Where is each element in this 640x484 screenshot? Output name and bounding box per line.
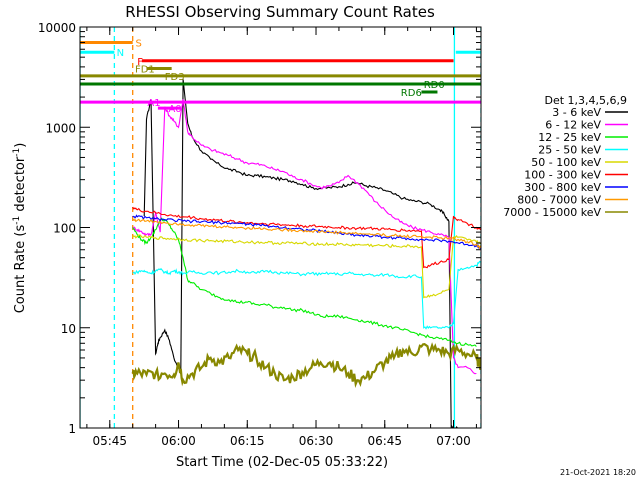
- legend-label-300-800-kev: 300 - 800 keV: [524, 181, 601, 194]
- y-axis-label-sup2: -1: [12, 148, 22, 157]
- legend-label-50-100-kev: 50 - 100 keV: [531, 156, 601, 169]
- x-tick-label: 05:45: [92, 434, 127, 448]
- x-axis-label: Start Time (02-Dec-05 05:33:22): [176, 455, 388, 470]
- series-line-800-7000-kev: [132, 218, 481, 250]
- y-tick-label: 10: [61, 322, 76, 336]
- x-tick-label: 06:15: [230, 434, 265, 448]
- state-label-rd0: RD0: [424, 80, 445, 91]
- legend-label-3-6-kev: 3 - 6 keV: [552, 106, 601, 119]
- series-line-7000-15000-kev: [131, 342, 481, 389]
- y-tick-label: 1000: [45, 121, 76, 135]
- y-tick-label: 10000: [38, 21, 76, 35]
- legend-label-12-25-kev: 12 - 25 keV: [538, 131, 601, 144]
- legend-label-800-7000-kev: 800 - 7000 keV: [517, 194, 601, 207]
- footer-date: 21-Oct-2021 18:20: [560, 468, 636, 477]
- series-line-100-300-kev: [132, 206, 481, 269]
- x-tick-label: 06:00: [161, 434, 196, 448]
- state-label-fd1: FD1: [135, 65, 155, 76]
- y-tick-label: 100: [53, 222, 76, 236]
- legend-label-100-300-kev: 100 - 300 keV: [524, 169, 601, 182]
- legend-label-7000-15000-kev: 7000 - 15000 keV: [503, 206, 601, 219]
- x-tick-label: 07:00: [436, 434, 471, 448]
- legend-label-25-50-kev: 25 - 50 keV: [538, 144, 601, 157]
- state-label-a0: A0: [168, 104, 181, 115]
- x-tick-label: 06:30: [299, 434, 334, 448]
- series-line-25-50-kev: [132, 260, 481, 330]
- series-group: [131, 79, 481, 428]
- y-axis-label-part3: ): [13, 143, 28, 148]
- series-line-3-6-kev: [143, 79, 459, 428]
- y-axis: 1 10 100 1000 10000: [38, 21, 481, 436]
- state-label-rd6: RD6: [401, 88, 422, 99]
- series-line-300-800-kev: [132, 214, 481, 250]
- chart-title: RHESSI Observing Summary Count Rates: [125, 3, 435, 21]
- x-axis: 05:45 06:00 06:15 06:30 06:45 07:00: [86, 27, 477, 448]
- legend-label-6-12-kev: 6 - 12 keV: [545, 119, 601, 132]
- state-bars-group: [80, 41, 481, 110]
- series-line-6-12-kev: [132, 99, 477, 375]
- y-axis-label-part1: Count Rate (s: [13, 225, 28, 314]
- state-label-f: F: [137, 57, 143, 68]
- state-label-a1: A1: [147, 98, 160, 109]
- state-label-s: S: [135, 39, 141, 50]
- y-tick-label: 1: [68, 422, 76, 436]
- x-tick-label: 06:45: [367, 434, 402, 448]
- legend-title: Det 1,3,4,5,6,9: [544, 94, 627, 107]
- y-axis-label-part2: detector: [13, 156, 28, 216]
- series-line-50-100-kev: [132, 234, 481, 299]
- y-axis-label-sup1: -1: [12, 216, 22, 225]
- y-axis-label: Count Rate (s-1 detector-1): [12, 143, 28, 314]
- state-label-n: N: [117, 48, 124, 59]
- state-label-fd3: FD3: [165, 72, 185, 83]
